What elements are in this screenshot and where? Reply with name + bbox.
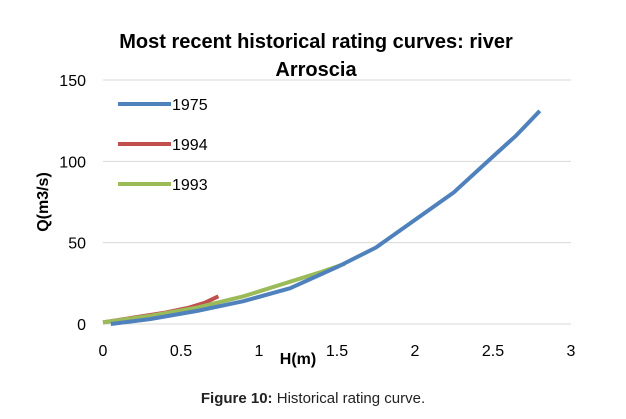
x-tick-label: 1.5 bbox=[326, 343, 348, 360]
chart-title-line: Most recent historical rating curves: ri… bbox=[119, 31, 513, 53]
chart-title: Most recent historical rating curves: ri… bbox=[119, 31, 513, 81]
grid-layer bbox=[103, 79, 571, 325]
figure-caption-text: Historical rating curve. bbox=[276, 390, 426, 407]
legend: 1975 1994 1993 bbox=[118, 97, 208, 194]
x-tick-label: 3 bbox=[567, 343, 576, 360]
legend-label-1975: 1975 bbox=[172, 97, 208, 114]
y-tick-label: 100 bbox=[59, 154, 86, 171]
y-tick-label: 50 bbox=[68, 236, 86, 253]
chart-title-line: Arroscia bbox=[275, 59, 357, 81]
x-tick-label: 0.5 bbox=[170, 343, 192, 360]
y-axis-label: Q(m3/s) bbox=[35, 172, 52, 232]
y-tick-label: 0 bbox=[77, 317, 86, 334]
series-layer bbox=[102, 109, 542, 326]
x-tick-label: 1 bbox=[255, 343, 264, 360]
legend-label-1994: 1994 bbox=[172, 137, 208, 154]
series-line-1975 bbox=[110, 109, 542, 326]
figure-caption: Figure 10: Historical rating curve. bbox=[0, 390, 626, 407]
ticks-layer: 0 50 100 150 0 0.5 1 1.5 2 2.5 3 bbox=[59, 73, 575, 360]
figure-caption-label: Figure 10: bbox=[200, 390, 273, 407]
y-tick-label: 150 bbox=[59, 73, 86, 90]
rating-curve-chart: 0 50 100 150 0 0.5 1 1.5 2 2.5 3 Most recent histo… bbox=[35, 31, 576, 368]
legend-label-1993: 1993 bbox=[172, 177, 208, 194]
x-axis-label: H(m) bbox=[280, 351, 316, 368]
series-line-1993 bbox=[102, 261, 346, 325]
x-tick-label: 2 bbox=[411, 343, 420, 360]
x-tick-label: 0 bbox=[99, 343, 108, 360]
x-tick-label: 2.5 bbox=[482, 343, 504, 360]
